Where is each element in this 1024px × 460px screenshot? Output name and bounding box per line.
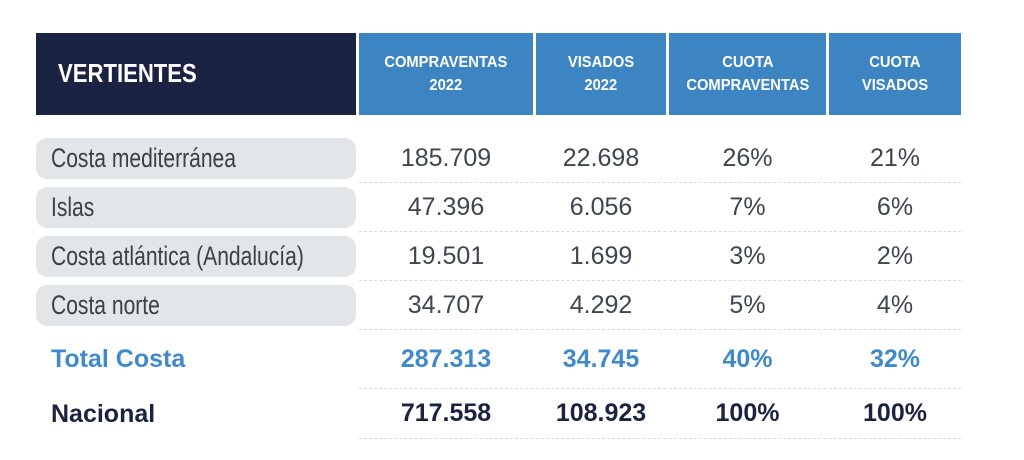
cuota-visados-value: 21% [829,134,961,183]
visados-value: 22.698 [536,134,666,183]
compraventas-value: 34.707 [359,281,533,330]
header-cell-compraventas-2022: COMPRAVENTAS 2022 [359,33,533,115]
header-cell-cuota-compraventas: CUOTA COMPRAVENTAS [669,33,826,115]
label-pill: Costa mediterránea [36,138,356,179]
header-cell-visados-2022: VISADOS 2022 [536,33,666,115]
header-cell-cuota-visados: CUOTA VISADOS [829,33,961,115]
cuota-compraventas-value: 40% [669,330,826,389]
table-row-total-costa: Total Costa 287.313 34.745 40% 32% [36,330,961,389]
row-label-cell: Nacional [36,389,356,439]
visados-value: 1.699 [536,232,666,281]
table-row-costa-atlantica: Costa atlántica (Andalucía) 19.501 1.699… [36,232,961,281]
cuota-compraventas-value: 5% [669,281,826,330]
row-label-cell: Costa mediterránea [36,134,356,183]
vertientes-table: VERTIENTES COMPRAVENTAS 2022 VISADOS 202… [36,33,961,439]
visados-value: 6.056 [536,183,666,232]
header-line1: CUOTA [721,53,774,71]
header-cell-vertientes: VERTIENTES [36,33,356,115]
row-label: Costa mediterránea [51,143,236,173]
label-pill: Costa atlántica (Andalucía) [36,236,356,277]
header-line1: VISADOS [567,53,635,71]
cuota-visados-value: 6% [829,183,961,232]
header-line2: 2022 [429,77,463,94]
compraventas-value: 185.709 [359,134,533,183]
label-pill: Islas [36,187,356,228]
visados-value: 108.923 [536,389,666,439]
label-pill: Costa norte [36,285,356,326]
row-label-cell: Total Costa [36,330,356,389]
compraventas-value: 47.396 [359,183,533,232]
header-line2: 2022 [584,77,618,94]
row-label: Total Costa [51,345,186,373]
cuota-compraventas-value: 26% [669,134,826,183]
compraventas-value: 287.313 [359,330,533,389]
cuota-visados-value: 2% [829,232,961,281]
table-header-row: VERTIENTES COMPRAVENTAS 2022 VISADOS 202… [36,33,961,115]
header-line1: COMPRAVENTAS [384,53,508,71]
header-line1: CUOTA [869,53,921,71]
cuota-visados-value: 32% [829,330,961,389]
cuota-visados-value: 100% [829,389,961,439]
cuota-compraventas-value: 7% [669,183,826,232]
cuota-visados-value: 4% [829,281,961,330]
row-label-cell: Costa atlántica (Andalucía) [36,232,356,281]
cuota-compraventas-value: 3% [669,232,826,281]
row-label-cell: Islas [36,183,356,232]
compraventas-value: 19.501 [359,232,533,281]
row-label: Nacional [51,399,156,428]
table-row-costa-mediterranea: Costa mediterránea 185.709 22.698 26% 21… [36,134,961,183]
row-label: Islas [51,192,95,222]
visados-value: 34.745 [536,330,666,389]
row-label-cell: Costa norte [36,281,356,330]
table-row-islas: Islas 47.396 6.056 7% 6% [36,183,961,232]
visados-value: 4.292 [536,281,666,330]
table-body: Costa mediterránea 185.709 22.698 26% 21… [36,134,961,439]
cuota-compraventas-value: 100% [669,389,826,439]
header-line2: COMPRAVENTAS [686,77,809,94]
header-label-vertientes: VERTIENTES [58,58,197,89]
table-row-costa-norte: Costa norte 34.707 4.292 5% 4% [36,281,961,330]
row-label: Costa atlántica (Andalucía) [51,241,304,271]
table-row-nacional: Nacional 717.558 108.923 100% 100% [36,389,961,439]
compraventas-value: 717.558 [359,389,533,439]
row-label: Costa norte [51,290,160,320]
header-line2: VISADOS [861,77,929,94]
